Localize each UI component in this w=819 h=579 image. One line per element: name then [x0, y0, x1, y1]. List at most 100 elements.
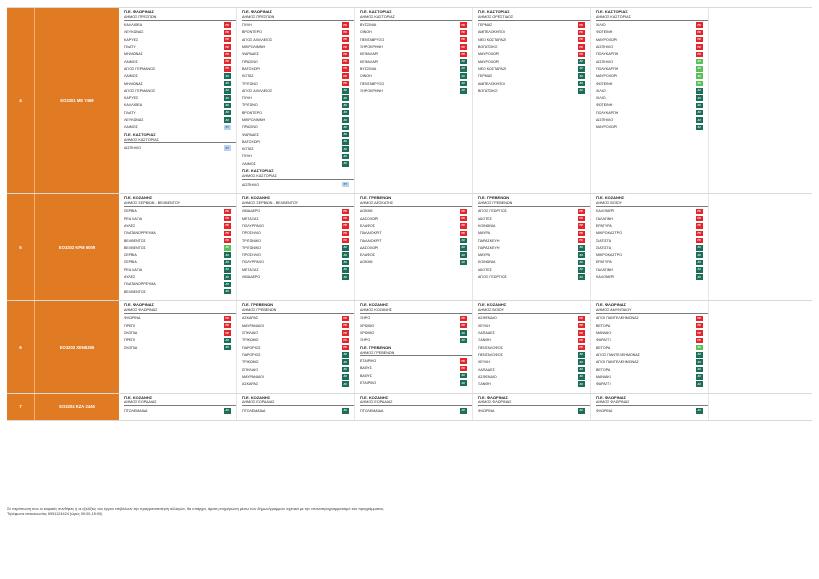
village-name: ΠΕΝΤΑΛΟΦΟΣ: [478, 352, 503, 357]
regional-unit-label: Π.Ε. ΦΛΩΡΙΝΑΣ: [478, 394, 509, 400]
village-item: ΝΕΟ ΚΩΣΤΑΡΑΖΙ ΑΣ: [478, 65, 590, 72]
village-item: ΒΡΟΝΤΕΡΟ ΠΣ: [242, 29, 354, 36]
village-name: ΛΑΙΜΟΣ: [242, 161, 256, 166]
village-item: ΠΡΑΣΙΝΟ ΠΣ: [242, 58, 354, 65]
village-name: ΜΑΥΡΟΧΩΡΙ: [596, 37, 618, 42]
village-item: ΠΟΛΥΚΑΡΠΗ ΠΣ: [596, 51, 708, 58]
day-column: Π.Ε. ΦΛΩΡΙΝΑΣ ΔΗΜΟΣ ΑΜΥΝΤΑΙΟΥ ΑΓΙΟΙ ΠΑΝΤΕΛ…: [591, 301, 709, 393]
service-type-badge: ΑΣ: [223, 102, 231, 109]
service-type-badge: ΑΣ: [695, 102, 703, 109]
service-type-badge: ΑΣ: [341, 374, 349, 380]
village-item: ΔΑΣΟΧΩΡΙ ΠΣ: [360, 215, 472, 222]
village-name: ΠΛΑΤΑΝΟΡΡΕΥΜΑ: [124, 231, 156, 236]
service-type-badge: ΑΣ: [341, 153, 349, 160]
village-item: ΜΑΥΡΑΝΑΙΟΙ ΠΣ: [242, 322, 354, 329]
village-name: ΠΤΟΛΕΜΑΪΔΑ: [360, 408, 384, 413]
village-item: ΦΑΡΑΓΓΙ ΑΣ: [596, 380, 708, 387]
village-name: ΑΓΙΟΙ ΠΑΝΤΕΛΕΗΜΟΝΑΣ: [596, 316, 639, 321]
group-header: Π.Ε. ΦΛΩΡΙΝΑΣ ΔΗΜΟΣ ΑΜΥΝΤΑΙΟΥ: [596, 303, 708, 314]
group-header: Π.Ε. ΦΛΩΡΙΝΑΣ ΔΗΜΟΣ ΦΛΩΡΙΝΑΣ: [478, 394, 590, 407]
village-item: ΒΕΛΒΕΝΤΟΣ ΑΣ: [124, 244, 236, 251]
service-type-badge: ΠΣ: [577, 51, 585, 58]
municipality-label: ΔΗΜΟΣ ΚΑΣΤΟΡΙΑΣ: [360, 14, 395, 19]
service-type-badge: ΠΣ: [695, 51, 703, 58]
village-name: ΑΜΠΕΛΟΚΗΠΟΙ: [478, 81, 505, 86]
village-name: ΡΕΑ ΛΑΓΙΑ: [124, 216, 142, 221]
regional-unit-label: Π.Ε. ΚΟΖΑΝΗΣ: [596, 195, 625, 201]
service-type-badge: ΑΣ: [341, 109, 349, 116]
service-type-badge: ΑΣ: [459, 372, 467, 379]
vehicle-code: ΕΟ3202 ΚΡΜ 6009: [35, 194, 119, 301]
service-type-badge: ΠΣ: [341, 230, 349, 237]
municipality-group: Π.Ε. ΓΡΕΒΕΝΩΝ ΔΗΜΟΣ ΓΡΕΒΕΝΩΝ ΑΣΚΑΡΑΣ ΠΣ ΜΑΥΡ…: [242, 303, 354, 387]
service-type-badge: ΑΣ: [695, 58, 703, 65]
service-type-badge: ΠΣ: [577, 44, 585, 50]
village-item: ΒΕΤΟΡΑ ΠΣ: [596, 322, 708, 329]
village-item: ΨΑΡΑΔΕΣ ΠΣ: [242, 51, 354, 58]
village-name: ΠΥΛΗ: [242, 96, 252, 101]
village-item: ΑΓΙΟΣ ΑΧΙΛΛΕΙΟΣ ΑΣ: [242, 87, 354, 94]
vehicle-code: ΕΟ3203 ΧΕΝ5355: [35, 301, 119, 393]
village-name: ΚΟΙΝΩΝΙΑ: [478, 223, 496, 228]
service-type-badge: ΑΣ: [223, 252, 231, 258]
service-type-badge: ΠΣ: [341, 44, 349, 50]
service-type-badge: ΠΣ: [459, 208, 467, 215]
village-item: ΒΥΣΣΙΝΙΑ ΑΣ: [360, 65, 472, 72]
group-header: Π.Ε. ΚΟΖΑΝΗΣ ΔΗΜΟΣ ΚΟΖΑΝΗΣ: [360, 303, 472, 314]
village-name: ΦΑΡΑΓΓΙ: [596, 338, 611, 343]
village-name: ΠΛΑΤΑΝΟΡΡΕΥΜΑ: [124, 282, 156, 287]
village-item: ΠΥΛΗ ΠΣ: [242, 22, 354, 29]
group-header: Π.Ε. ΚΟΖΑΝΗΣ ΔΗΜΟΣ ΕΟΡΔΑΙΑΣ: [124, 395, 236, 407]
group-header: Π.Ε. ΓΡΕΒΕΝΩΝ ΔΗΜΟΣ ΓΡΕΒΕΝΩΝ: [242, 303, 354, 314]
service-type-badge: ΑΣ: [341, 359, 349, 365]
service-type-badge: ΠΣ: [223, 66, 231, 72]
service-type-badge: ΑΣ: [577, 259, 585, 266]
village-name: ΛΑΙΜΟΣ: [124, 59, 138, 64]
village-item: ΒΕΤΟΡΑ ΑΣ: [596, 366, 708, 373]
service-type-badge: ΑΣ: [695, 408, 703, 414]
village-name: ΧΡΩΜΙΟ: [360, 331, 375, 336]
village-item: ΒΟΓΑΤΣΙΚΟ ΑΣ: [478, 87, 590, 94]
service-type-badge: ΠΣ: [695, 44, 703, 50]
village-name: ΕΤΑΙΡΙΚΟ: [360, 381, 377, 386]
village-name: ΜΑΥΡΟΧΩΡΙ: [596, 125, 618, 130]
village-name: ΚΑΛΛΙΘΕΑ: [124, 23, 143, 28]
village-name: ΠΤΟΛΕΜΑΪΔΑ: [242, 408, 266, 413]
village-item: ΦΛΩΡΙΝΑ ΠΣ: [124, 315, 236, 322]
village-name: ΜΑΝΙΑΚΙ: [596, 331, 611, 336]
village-item: ΔΙΣΠΗΛΙΟ ΠΣ: [596, 43, 708, 50]
service-type-badge: ΑΣ: [459, 408, 467, 414]
village-item: ΧΙΛΙΟ ΑΣ: [596, 94, 708, 101]
village-item: ΜΙΚΡΟΛΙΜΝΗ ΑΣ: [242, 116, 354, 123]
regional-unit-label: Π.Ε. ΦΛΩΡΙΝΑΣ: [124, 9, 155, 14]
village-item: ΓΑΛΑΤΙΝΗ ΑΣ: [596, 266, 708, 273]
village-item: ΝΕΟ ΚΩΣΤΑΡΑΖΙ ΠΣ: [478, 36, 590, 43]
village-item: ΔΙΣΠΗΛΙΟ ΣΤ: [242, 181, 354, 188]
village-item: ΚΟΙΝΩΝΙΑ ΠΣ: [478, 222, 590, 229]
service-type-badge: ΑΣ: [577, 274, 585, 280]
group-header: Π.Ε. ΦΛΩΡΙΝΑΣ ΔΗΜΟΣ ΦΛΩΡΙΝΑΣ: [596, 395, 708, 407]
village-name: ΟΙΝΟΗ: [360, 74, 372, 79]
village-name: ΒΕΤΟΡΑ: [596, 323, 611, 328]
municipality-group: Π.Ε. ΚΑΣΤΟΡΙΑΣ ΔΗΜΟΣ ΚΑΣΤΟΡΙΑΣ ΧΙΛΙΟ ΠΣ ΦΩΤΕ…: [596, 9, 708, 131]
village-name: ΣΙΑΤΙΣΤΑ: [596, 238, 612, 243]
row-spacer: [709, 394, 812, 420]
service-type-badge: ΠΣ: [577, 322, 585, 329]
village-name: ΑΓΙΟΣ ΑΧΙΛΛΕΙΟΣ: [242, 37, 273, 42]
village-item: ΦΩΤΕΙΝΗ ΠΣ: [596, 29, 708, 36]
service-type-badge: ΑΣ: [223, 109, 231, 116]
footer-note-line-1: Σε περίπτωση που οι καιρικές συνθήκες ή …: [7, 507, 385, 511]
village-item: ΚΟΤΑΣ ΑΣ: [242, 146, 354, 153]
municipality-label: ΔΗΜΟΣ ΒΟΪΟΥ: [478, 307, 504, 312]
village-name: ΡΕΑ ΛΑΓΙΑ: [124, 267, 142, 272]
village-name: ΨΑΡΑΔΕΣ: [242, 132, 259, 137]
service-type-badge: ΠΣ: [577, 344, 585, 351]
service-type-badge: ΑΣ: [223, 245, 231, 251]
village-item: ΓΕΡΜΑΣ ΑΣ: [478, 73, 590, 80]
village-item: ΒΥΣΣΙΝΙΑ ΠΣ: [360, 22, 472, 29]
village-item: ΣΠΗΛΑΙΟ ΠΣ: [242, 329, 354, 336]
village-item: ΣΕΡΒΙΑ ΑΣ: [124, 259, 236, 266]
village-item: ΤΡΙΓΩΝΙΚΟ ΠΣ: [242, 237, 354, 244]
village-item: ΕΡΑΤΥΡΑ ΠΣ: [596, 222, 708, 229]
municipality-group: Π.Ε. ΚΟΖΑΝΗΣ ΔΗΜΟΣ ΕΟΡΔΑΙΑΣ ΠΤΟΛΕΜΑΪΔΑ ΑΣ: [360, 395, 472, 415]
